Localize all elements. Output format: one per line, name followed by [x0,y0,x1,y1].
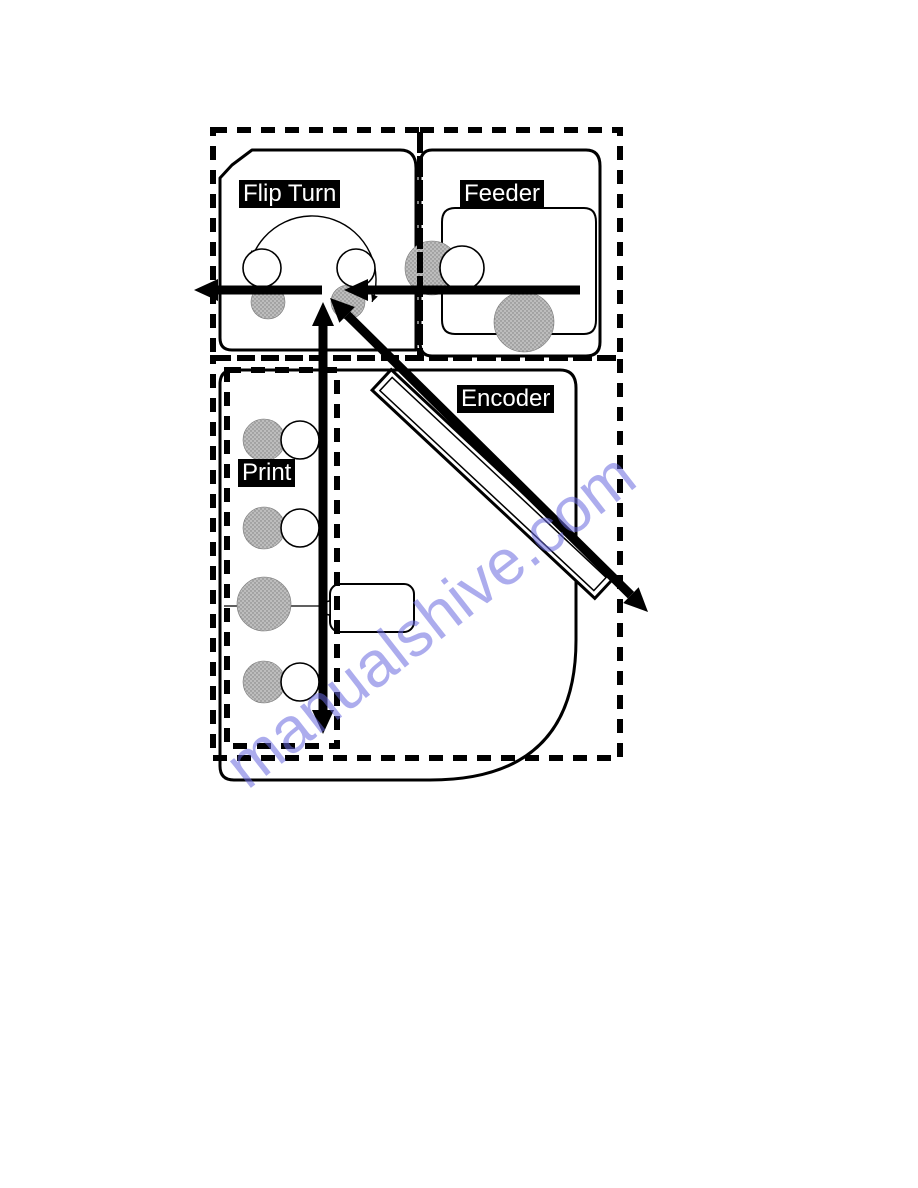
roller-shaded-1 [494,292,554,352]
roller-shaded-7 [243,661,285,703]
diagram-svg [0,0,918,1188]
arrow-head [194,279,218,301]
roller-shaded-4 [243,419,285,461]
label-print: Print [238,459,295,487]
label-encoder: Encoder [457,385,554,413]
roller-shaded-5 [243,507,285,549]
label-feeder: Feeder [460,180,544,208]
roller-open-0 [440,246,484,290]
diagram-stage: manualshive.com Flip TurnFeederPrintEnco… [0,0,918,1188]
arrow-head [312,302,334,326]
roller-shaded-6 [237,577,291,631]
roller-open-4 [281,509,319,547]
roller-open-1 [243,249,281,287]
cartridge-body [330,584,414,632]
roller-open-2 [337,249,375,287]
roller-open-5 [281,663,319,701]
label-flip-turn: Flip Turn [239,180,340,208]
arrow-head [312,710,334,734]
roller-open-3 [281,421,319,459]
